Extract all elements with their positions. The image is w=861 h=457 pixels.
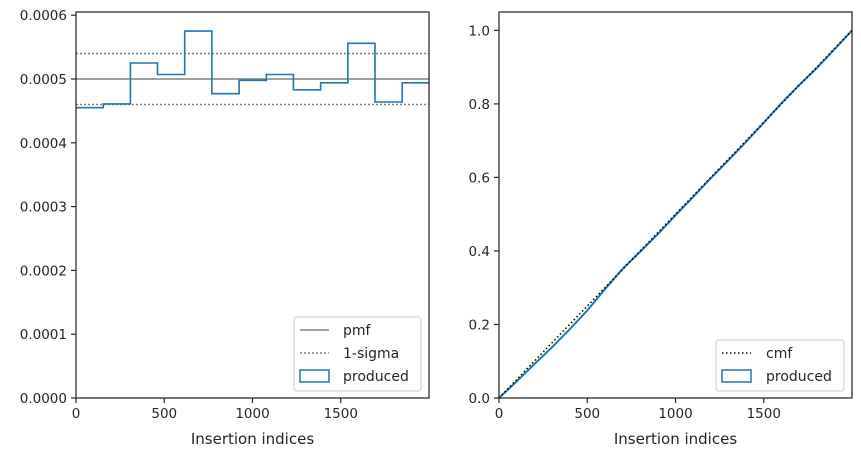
cmf-x-tick-label: 500	[574, 406, 600, 422]
pmf-y-tick-label: 0.0006	[20, 8, 67, 24]
pmf-y-tick-label: 0.0000	[20, 391, 67, 407]
cmf-plot-area	[498, 29, 853, 399]
cmf-x-tick-label: 0	[495, 406, 504, 422]
pmf-y-tick-label: 0.0002	[20, 263, 67, 279]
pmf-x-axis-label: Insertion indices	[191, 430, 314, 448]
pmf-legend-produced-label: produced	[343, 369, 409, 385]
pmf-y-tick-label: 0.0001	[20, 327, 67, 343]
cmf-x-tick-label: 1500	[747, 406, 781, 422]
pmf-y-tick-label: 0.0005	[20, 72, 67, 88]
pmf-plot-area	[76, 30, 429, 109]
pmf-x-tick-label: 1500	[324, 406, 358, 422]
cmf-legend-produced-swatch	[721, 369, 752, 383]
pmf-legend-sigma-label: 1-sigma	[343, 346, 399, 362]
pmf-legend-produced-swatch	[299, 369, 330, 383]
cmf-panel: 0 500 1000 1500 0.0 0.2 0.4 0.6 0.8 1.0 Insertion…	[469, 11, 853, 448]
cmf-ticks: 0 500 1000 1500 0.0 0.2 0.4 0.6 0.8 1.0	[469, 23, 781, 422]
cmf-legend-box	[715, 339, 845, 392]
pmf-legend-pmf-label: pmf	[343, 323, 372, 339]
cmf-line	[498, 29, 853, 399]
cmf-legend-cmf-label: cmf	[766, 346, 793, 362]
pmf-x-tick-label: 1000	[235, 406, 269, 422]
cmf-y-tick-label: 0.6	[469, 170, 490, 186]
cmf-legend: cmf produced	[715, 339, 845, 392]
produced-step-line	[76, 30, 429, 109]
cmf-legend-produced-label: produced	[766, 369, 832, 385]
cmf-y-tick-label: 0.0	[469, 391, 490, 407]
pmf-legend-box	[293, 316, 422, 392]
pmf-panel: 0 500 1000 1500 0.0000 0.0001 0.0002 0.0003 0.00…	[20, 8, 430, 448]
cmf-x-tick-label: 1000	[658, 406, 692, 422]
pmf-x-tick-label: 0	[72, 406, 81, 422]
cmf-y-tick-label: 0.2	[469, 317, 490, 333]
pmf-y-tick-label: 0.0003	[20, 200, 67, 216]
cmf-y-tick-label: 0.8	[469, 97, 490, 113]
pmf-y-tick-label: 0.0004	[20, 136, 67, 152]
cmf-y-tick-label: 0.4	[469, 244, 490, 260]
cmf-y-tick-label: 1.0	[469, 23, 490, 39]
pmf-ticks: 0 500 1000 1500 0.0000 0.0001 0.0002 0.0003 0.00…	[20, 8, 358, 422]
pmf-legend: pmf 1-sigma produced	[293, 316, 422, 392]
cmf-x-axis-label: Insertion indices	[614, 430, 737, 448]
pmf-x-tick-label: 500	[151, 406, 177, 422]
